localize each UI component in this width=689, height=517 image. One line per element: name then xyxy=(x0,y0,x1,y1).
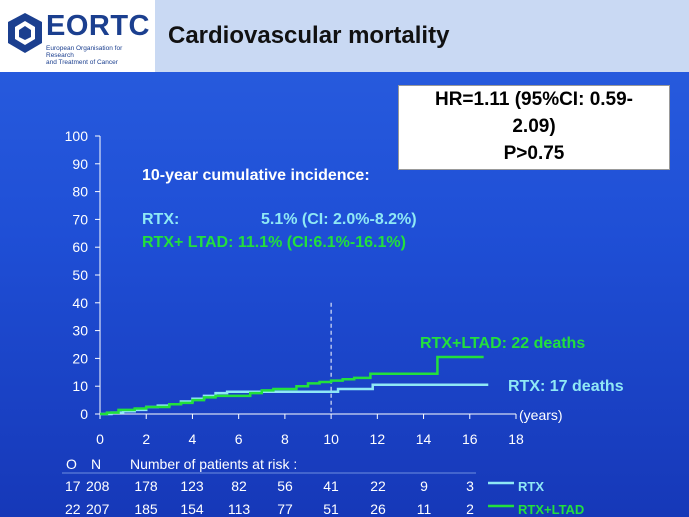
hr-line-2: 2.09) xyxy=(512,116,556,137)
eortc-logo-icon xyxy=(8,13,42,53)
risk-header-title: Number of patients at risk : xyxy=(130,456,297,472)
series-label-ltad: RTX+LTAD: 22 deaths xyxy=(420,335,585,352)
hr-line-3: P>0.75 xyxy=(503,143,565,164)
risk-cell: 154 xyxy=(180,501,204,517)
risk-legend-label: RTX+LTAD xyxy=(518,502,584,517)
hazard-ratio-box: HR=1.11 (95%CI: 0.59- 2.09) P>0.75 xyxy=(398,85,670,170)
risk-cell: 113 xyxy=(228,501,251,517)
page-title: Cardiovascular mortality xyxy=(168,22,450,49)
series-label-rtx: RTX: 17 deaths xyxy=(508,378,624,395)
annotation-rtx-value: 5.1% (CI: 2.0%-8.2%) xyxy=(261,211,417,228)
logo-subtitle: European Organisation for Research and T… xyxy=(46,45,146,66)
risk-cell: 123 xyxy=(180,478,204,494)
annotation-heading: 10-year cumulative incidence: xyxy=(142,167,370,184)
logo-subtitle-line-2: and Treatment of Cancer xyxy=(46,59,118,66)
risk-cell: 178 xyxy=(134,478,158,494)
risk-cell: 11 xyxy=(417,501,432,517)
x-tick-label: 14 xyxy=(416,431,432,447)
risk-row-n: 208 xyxy=(86,478,110,494)
x-tick-label: 6 xyxy=(235,431,243,447)
series-line-ltad xyxy=(100,355,484,416)
series-lines xyxy=(100,355,489,416)
y-axis: 0 10 20 30 40 50 60 70 80 90 100 xyxy=(65,128,101,422)
y-tick-label: 80 xyxy=(72,184,88,200)
risk-row-o: 22 xyxy=(65,501,81,517)
logo-subtitle-line-1: European Organisation for Research xyxy=(46,45,123,59)
risk-row-n: 207 xyxy=(86,501,110,517)
logo-text: EORTC xyxy=(46,10,150,42)
x-tick-label: 16 xyxy=(462,431,478,447)
cumulative-incidence-annotation: 10-year cumulative incidence: RTX: 5.1% … xyxy=(142,167,417,251)
x-tick-label: 10 xyxy=(323,431,339,447)
header-bar: EORTC European Organisation for Research… xyxy=(0,0,689,72)
risk-cell: 56 xyxy=(277,478,293,494)
y-tick-label: 50 xyxy=(72,267,88,283)
y-tick-label: 70 xyxy=(72,211,88,227)
risk-header-n: N xyxy=(91,456,101,472)
x-tick-label: 8 xyxy=(281,431,289,447)
y-tick-label: 0 xyxy=(80,406,88,422)
risk-cell: 82 xyxy=(231,478,247,494)
risk-cell: 2 xyxy=(466,501,474,517)
x-tick-label: 0 xyxy=(96,431,104,447)
risk-legend-label: RTX xyxy=(518,479,544,494)
y-tick-label: 40 xyxy=(72,295,88,311)
logo: EORTC European Organisation for Research… xyxy=(0,0,155,72)
x-tick-label: 18 xyxy=(508,431,524,447)
y-tick-label: 30 xyxy=(72,323,88,339)
risk-cell: 51 xyxy=(323,501,339,517)
risk-cell: 22 xyxy=(370,478,386,494)
y-tick-label: 10 xyxy=(72,378,88,394)
y-tick-label: 100 xyxy=(65,128,89,144)
risk-cell: 3 xyxy=(466,478,474,494)
annotation-ltad-text: RTX+ LTAD: 11.1% (CI:6.1%-16.1%) xyxy=(142,234,406,251)
risk-table: O N Number of patients at risk : 17 208 17… xyxy=(62,456,584,517)
risk-rows: 17 208 178 123 82 56 41 22 9 3 RTX 22 207 185 154 113 77… xyxy=(65,478,584,517)
risk-cell: 41 xyxy=(323,478,339,494)
risk-row-o: 17 xyxy=(65,478,81,494)
x-axis-label: (years) xyxy=(519,407,563,423)
y-tick-label: 90 xyxy=(72,156,88,172)
risk-cell: 185 xyxy=(134,501,158,517)
hr-line-1: HR=1.11 (95%CI: 0.59- xyxy=(434,89,633,110)
y-tick-label: 60 xyxy=(72,239,88,255)
x-tick-label: 12 xyxy=(370,431,386,447)
risk-cell: 9 xyxy=(420,478,428,494)
x-tick-label: 2 xyxy=(142,431,150,447)
risk-cell: 77 xyxy=(277,501,293,517)
y-tick-label: 20 xyxy=(72,350,88,366)
annotation-rtx-label: RTX: xyxy=(142,211,179,228)
risk-cell: 26 xyxy=(370,501,386,517)
x-tick-label: 4 xyxy=(189,431,197,447)
risk-header-o: O xyxy=(66,456,77,472)
x-axis: 0 2 4 6 8 10 12 14 16 18 xyxy=(96,413,524,447)
